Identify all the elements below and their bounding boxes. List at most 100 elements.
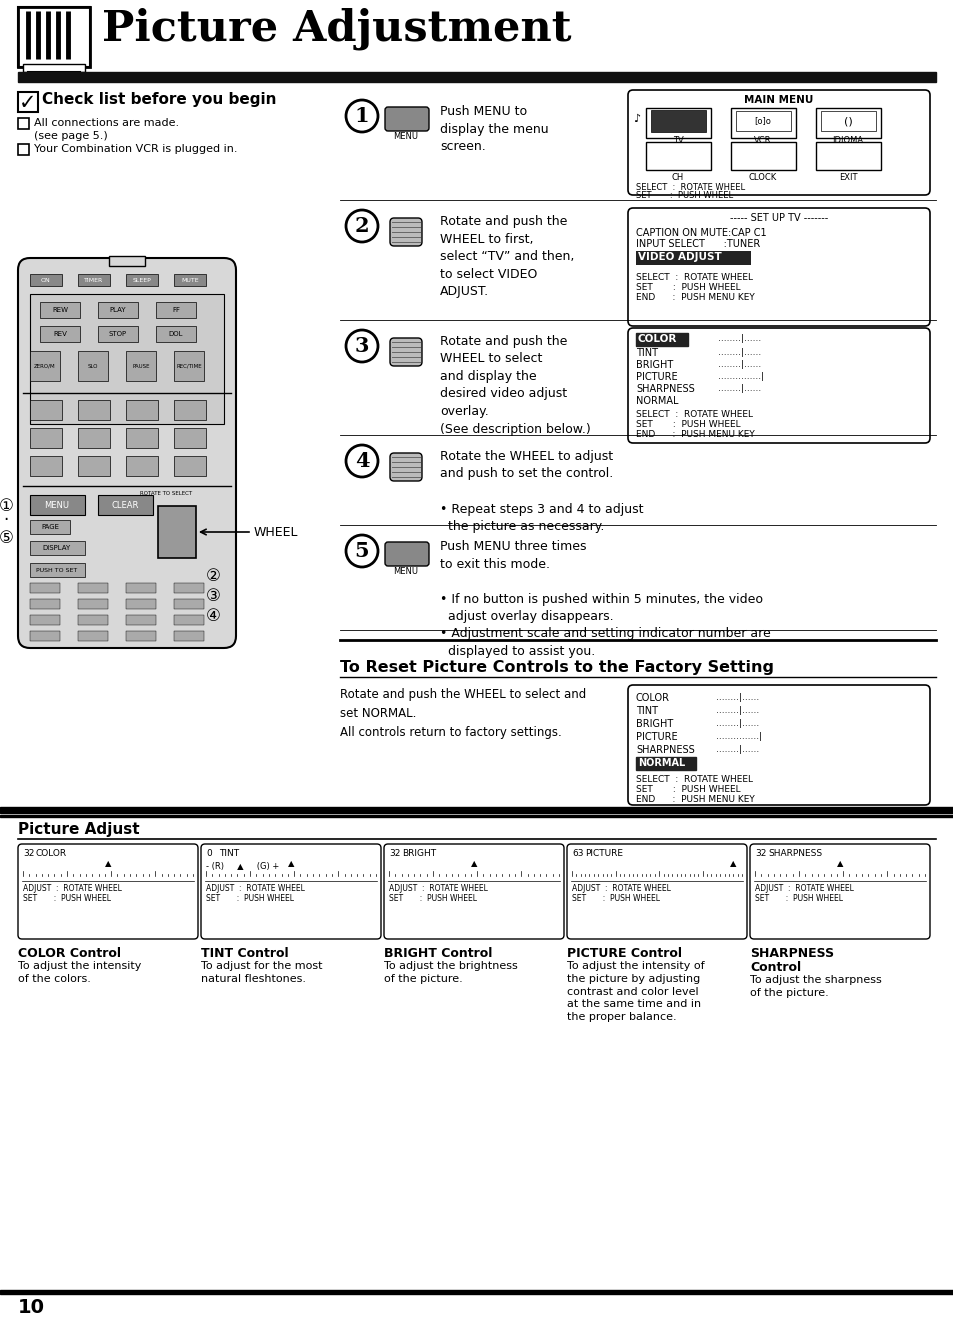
Bar xyxy=(30,520,70,535)
Text: INPUT SELECT      :TUNER: INPUT SELECT :TUNER xyxy=(636,239,760,249)
Text: COLOR Control: COLOR Control xyxy=(18,946,121,960)
Text: ▲: ▲ xyxy=(288,859,294,869)
Text: ADJUST  :  ROTATE WHEEL: ADJUST : ROTATE WHEEL xyxy=(206,884,305,894)
Text: ........|......: ........|...... xyxy=(718,334,760,343)
Bar xyxy=(98,326,138,342)
Text: BRIGHT Control: BRIGHT Control xyxy=(384,946,492,960)
Text: MUTE: MUTE xyxy=(181,277,198,282)
Text: REV: REV xyxy=(53,331,67,337)
Text: SET       :  PUSH WHEEL: SET : PUSH WHEEL xyxy=(754,894,842,903)
Bar xyxy=(18,144,29,154)
Circle shape xyxy=(346,445,377,477)
Bar xyxy=(18,7,90,67)
Text: To Reset Picture Controls to the Factory Setting: To Reset Picture Controls to the Factory… xyxy=(339,660,773,675)
Bar xyxy=(636,251,750,265)
Text: ........|......: ........|...... xyxy=(718,384,760,393)
Text: END      :  PUSH MENU KEY: END : PUSH MENU KEY xyxy=(636,293,754,302)
Text: SELECT  :  ROTATE WHEEL: SELECT : ROTATE WHEEL xyxy=(636,411,752,418)
Bar xyxy=(78,400,110,420)
Text: CAPTION ON MUTE:CAP C1: CAPTION ON MUTE:CAP C1 xyxy=(636,228,766,238)
Text: NORMAL: NORMAL xyxy=(636,396,678,407)
Bar xyxy=(78,455,110,477)
Bar xyxy=(78,583,108,593)
Text: BRIGHT: BRIGHT xyxy=(636,719,673,729)
Text: PICTURE Control: PICTURE Control xyxy=(566,946,681,960)
FancyBboxPatch shape xyxy=(385,107,429,131)
Text: ADJUST  :  ROTATE WHEEL: ADJUST : ROTATE WHEEL xyxy=(23,884,122,894)
Text: 4: 4 xyxy=(355,451,369,471)
Text: To adjust the brightness
of the picture.: To adjust the brightness of the picture. xyxy=(384,961,517,983)
Text: Check list before you begin: Check list before you begin xyxy=(42,92,276,107)
Bar xyxy=(78,275,110,286)
Text: - (R)     ▲     (G) +: - (R) ▲ (G) + xyxy=(206,862,279,871)
Bar xyxy=(730,108,795,139)
FancyBboxPatch shape xyxy=(390,453,421,480)
Text: SHARPNESS: SHARPNESS xyxy=(767,849,821,858)
Bar xyxy=(173,631,204,642)
Text: MENU: MENU xyxy=(393,568,418,576)
Bar xyxy=(126,275,158,286)
Text: ........|......: ........|...... xyxy=(716,744,759,754)
Text: SET       :  PUSH WHEEL: SET : PUSH WHEEL xyxy=(23,894,111,903)
Text: CLEAR: CLEAR xyxy=(112,500,138,510)
Text: SLEEP: SLEEP xyxy=(132,277,152,282)
Bar xyxy=(173,275,206,286)
Text: 2: 2 xyxy=(355,216,369,236)
Bar xyxy=(815,143,880,170)
Text: SELECT  :  ROTATE WHEEL: SELECT : ROTATE WHEEL xyxy=(636,775,752,784)
Text: SHARPNESS: SHARPNESS xyxy=(636,744,694,755)
FancyBboxPatch shape xyxy=(201,843,380,939)
Bar xyxy=(173,455,206,477)
FancyBboxPatch shape xyxy=(385,543,429,566)
FancyBboxPatch shape xyxy=(627,209,929,326)
Text: END      :  PUSH MENU KEY: END : PUSH MENU KEY xyxy=(636,430,754,440)
FancyBboxPatch shape xyxy=(627,685,929,805)
Text: [o]o: [o]o xyxy=(754,116,771,125)
Bar xyxy=(636,333,687,346)
Text: ▲: ▲ xyxy=(836,859,842,869)
Text: 5: 5 xyxy=(355,541,369,561)
Text: TIMER: TIMER xyxy=(84,277,104,282)
Text: CH: CH xyxy=(671,173,683,182)
Text: TINT Control: TINT Control xyxy=(201,946,289,960)
Text: 10: 10 xyxy=(18,1298,45,1317)
Text: WHEEL: WHEEL xyxy=(253,525,298,539)
Bar xyxy=(158,506,195,558)
Text: MENU: MENU xyxy=(45,500,70,510)
FancyBboxPatch shape xyxy=(566,843,746,939)
Text: Picture Adjust: Picture Adjust xyxy=(18,822,139,837)
Bar xyxy=(126,615,156,624)
Circle shape xyxy=(346,210,377,242)
Text: TINT: TINT xyxy=(636,348,658,358)
Bar xyxy=(0,814,953,817)
Bar xyxy=(645,108,710,139)
Text: Rotate and push the
WHEEL to first,
select “TV” and then,
to select VIDEO
ADJUST: Rotate and push the WHEEL to first, sele… xyxy=(439,215,574,298)
Bar xyxy=(18,117,29,129)
Text: ✓: ✓ xyxy=(19,92,36,114)
Text: 32: 32 xyxy=(389,849,400,858)
Text: DISPLAY: DISPLAY xyxy=(43,545,71,550)
Text: To adjust the sharpness
of the picture.: To adjust the sharpness of the picture. xyxy=(749,975,881,998)
Text: ........|......: ........|...... xyxy=(716,693,759,702)
Text: END      :  PUSH MENU KEY: END : PUSH MENU KEY xyxy=(636,795,754,804)
Bar xyxy=(735,111,790,131)
Text: PAUSE: PAUSE xyxy=(132,363,150,368)
Text: 32: 32 xyxy=(23,849,34,858)
Text: BRIGHT: BRIGHT xyxy=(401,849,436,858)
Text: ④: ④ xyxy=(206,607,221,624)
Text: ▲: ▲ xyxy=(105,859,112,869)
Bar xyxy=(78,615,108,624)
Bar xyxy=(23,63,85,73)
Bar xyxy=(30,583,60,593)
Text: MENU: MENU xyxy=(393,132,418,141)
Bar xyxy=(98,302,138,318)
Bar xyxy=(30,631,60,642)
Text: SHARPNESS: SHARPNESS xyxy=(749,946,833,960)
Bar xyxy=(126,351,156,381)
Bar xyxy=(730,143,795,170)
Text: SET       :  PUSH WHEEL: SET : PUSH WHEEL xyxy=(636,785,740,795)
Bar xyxy=(821,111,875,131)
FancyBboxPatch shape xyxy=(390,218,421,246)
Text: Rotate and push the
WHEEL to select
and display the
desired video adjust
overlay: Rotate and push the WHEEL to select and … xyxy=(439,335,590,436)
Text: To adjust the intensity
of the colors.: To adjust the intensity of the colors. xyxy=(18,961,141,983)
